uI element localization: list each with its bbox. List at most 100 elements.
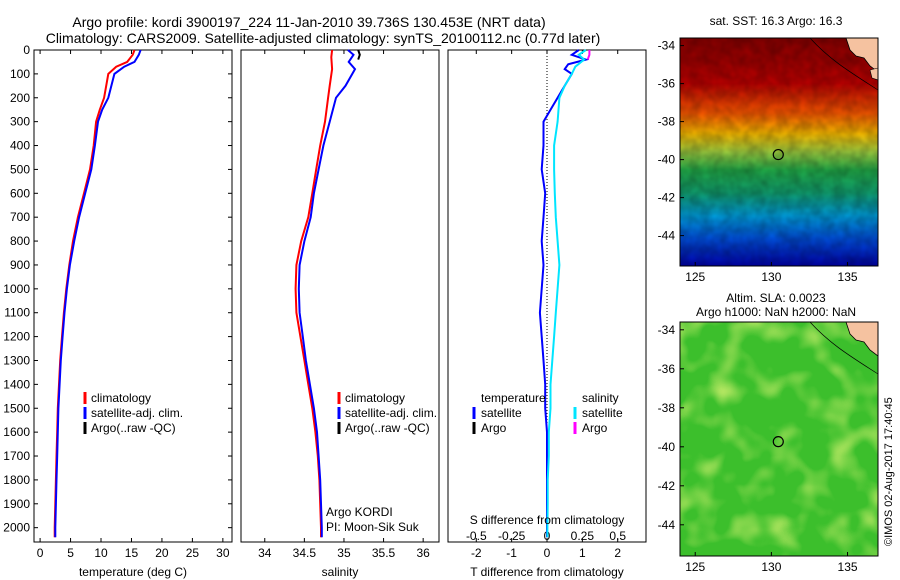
sst-texture — [680, 38, 878, 266]
x2-tick-label: -0.25 — [498, 529, 526, 543]
legend-label-argo: Argo(..raw -QC) — [345, 421, 430, 435]
salinity-panel: 34 34.5 35 35.5 36 salinity climatology sate… — [240, 49, 440, 579]
sst-map-title: sat. SST: 16.3 Argo: 16.3 — [710, 14, 843, 28]
map-x-tick-label: 125 — [685, 270, 705, 284]
map-y-tick-label: -40 — [658, 440, 676, 454]
x-tick-label: 5 — [67, 546, 74, 560]
x-tick-label: 0 — [37, 546, 44, 560]
x-tick-label: 0 — [544, 546, 551, 560]
temperature-legend: climatology satellite-adj. clim. Argo(..… — [83, 391, 183, 435]
map-x-tick-label: 130 — [761, 560, 781, 574]
y-tick-label: 600 — [10, 186, 30, 200]
header-subtitle: Climatology: CARS2009. Satellite-adjuste… — [46, 30, 601, 46]
map-y-tick-label: -40 — [658, 153, 676, 167]
salinity-plot-frame — [240, 49, 440, 543]
sla-blob-texture — [680, 322, 878, 556]
sst-map-frame — [679, 37, 879, 267]
x2-tick-label: 0.5 — [609, 529, 626, 543]
header-title: Argo profile: kordi 3900197_224 11-Jan-2… — [72, 14, 545, 30]
series-line-argo-raw-qc- — [357, 49, 361, 60]
sla-map-subtitle: Argo h1000: NaN h2000: NaN — [696, 305, 856, 319]
map-x-tick-label: 130 — [761, 270, 781, 284]
x-tick-label: 36 — [416, 546, 430, 560]
sst-map-panel: sat. SST: 16.3 Argo: 16.3 125 130 135 -34 -3… — [658, 14, 879, 284]
difference-x-axis: -2 -1 0 1 2 — [471, 50, 621, 560]
map-y-tick-label: -42 — [658, 191, 676, 205]
x2-tick-label: -0.5 — [466, 529, 487, 543]
sst-land-patch — [869, 67, 878, 81]
y-tick-label: 1600 — [3, 425, 30, 439]
credit-text: ©IMOS 02-Aug-2017 17:40:45 — [883, 397, 895, 546]
y-tick-label: 1300 — [3, 353, 30, 367]
map-y-tick-label: -38 — [658, 115, 676, 129]
salinity-lines — [294, 49, 361, 538]
legend-label-sal-argo: Argo — [582, 421, 608, 435]
sst-map-axes: 125 130 135 -34 -36 -38 -40 -42 -44 — [658, 39, 858, 284]
x-tick-label: 34.5 — [293, 546, 317, 560]
map-x-tick-label: 135 — [838, 560, 858, 574]
map-y-tick-label: -42 — [658, 479, 676, 493]
map-y-tick-label: -34 — [658, 39, 676, 53]
sla-bathymetry-contour — [809, 322, 878, 375]
sla-map-panel: Altim. SLA: 0.0023 Argo h1000: NaN h2000… — [658, 291, 879, 574]
legend-label-temp-argo: Argo — [481, 421, 507, 435]
map-y-tick-label: -36 — [658, 77, 676, 91]
legend-label-climatology: climatology — [345, 391, 405, 405]
y-tick-label: 500 — [10, 162, 30, 176]
legend-label-satellite: satellite-adj. clim. — [91, 406, 183, 420]
t-difference-x-label: T difference from climatology — [470, 565, 624, 579]
s-difference-x-label: S difference from climatology — [470, 513, 625, 527]
pi-annotation: PI: Moon-Sik Suk — [326, 520, 420, 534]
series-line-satellite-adj-clim- — [54, 49, 142, 538]
legend-title-temperature: temperature — [481, 391, 546, 405]
sla-coastline — [845, 322, 878, 357]
x-tick-label: 35 — [337, 546, 351, 560]
y-tick-label: 1500 — [3, 401, 30, 415]
map-y-tick-label: -44 — [658, 518, 676, 532]
y-tick-label: 300 — [10, 115, 30, 129]
legend-label-temp-satellite: satellite — [481, 406, 522, 420]
map-x-tick-label: 125 — [685, 560, 705, 574]
map-x-tick-label: 135 — [838, 270, 858, 284]
temperature-x-axis: 0 5 10 15 20 25 30 — [37, 50, 230, 560]
temperature-x-label: temperature (deg C) — [79, 565, 187, 579]
sst-coastline — [845, 38, 878, 73]
temperature-panel: 0100200300400500600700800900100011001200… — [3, 43, 233, 579]
sla-map-axes: 125 130 135 -34 -36 -38 -40 -42 -44 — [658, 323, 858, 574]
x-tick-label: 15 — [125, 546, 139, 560]
x2-tick-label: 0.25 — [571, 529, 595, 543]
series-line-temperature-satellite — [538, 49, 590, 538]
y-tick-label: 1200 — [3, 330, 30, 344]
x-tick-label: 35.5 — [372, 546, 396, 560]
map-y-tick-label: -44 — [658, 229, 676, 243]
sst-argo-location-marker — [772, 148, 784, 161]
y-tick-label: 400 — [10, 139, 30, 153]
temperature-plot-frame — [33, 49, 233, 543]
y-tick-label: 1900 — [3, 497, 30, 511]
legend-label-argo: Argo(..raw -QC) — [91, 421, 176, 435]
temperature-lines — [53, 49, 142, 538]
difference-panel: -2 -1 0 1 2 -0.5 -0.25 0 0.25 0.5 T difference f… — [447, 49, 647, 579]
difference-legend: temperature satellite Argo salinity sate… — [472, 391, 623, 435]
y-tick-label: 1800 — [3, 473, 30, 487]
series-line-satellite-adj-clim- — [297, 49, 357, 538]
series-line-climatology — [294, 49, 334, 538]
y-tick-label: 1700 — [3, 449, 30, 463]
salinity-legend: climatology satellite-adj. clim. Argo(..… — [337, 391, 437, 435]
y-tick-label: 100 — [10, 67, 30, 81]
y-tick-label: 0 — [23, 43, 30, 57]
legend-label-satellite: satellite-adj. clim. — [345, 406, 437, 420]
x-tick-label: 2 — [614, 546, 621, 560]
y-tick-label: 1100 — [4, 306, 30, 320]
series-line-salinity-satellite — [546, 49, 587, 538]
y-tick-label: 900 — [10, 258, 30, 272]
y-tick-label: 2000 — [3, 521, 30, 535]
sla-map-title: Altim. SLA: 0.0023 — [726, 291, 826, 305]
x-tick-label: 10 — [94, 546, 108, 560]
sst-bathymetry-contour — [809, 38, 878, 91]
difference-lines — [538, 49, 591, 538]
map-y-tick-label: -34 — [658, 323, 676, 337]
y-tick-label: 700 — [10, 210, 30, 224]
x-tick-label: 20 — [155, 546, 169, 560]
